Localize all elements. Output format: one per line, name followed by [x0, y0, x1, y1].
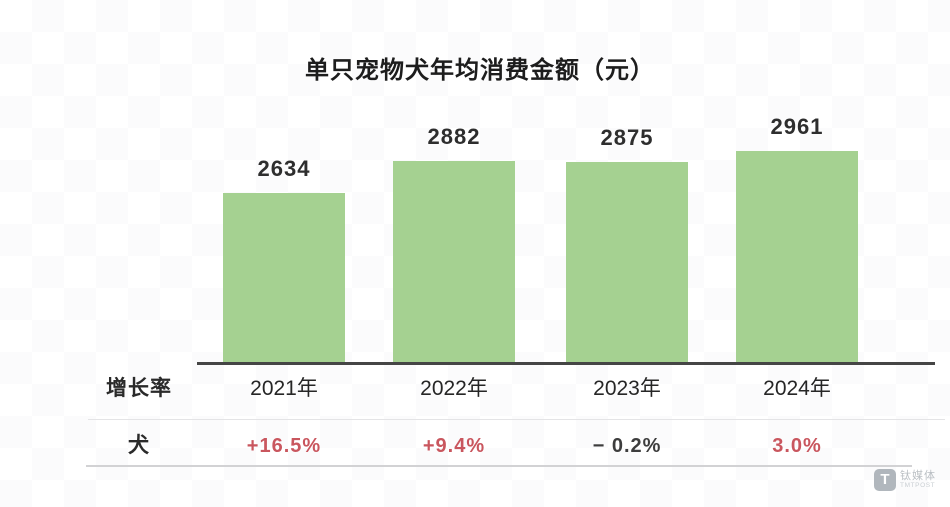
bar-2022: [393, 161, 515, 363]
growth-value-2024: 3.0%: [772, 435, 822, 457]
tmtpost-watermark: T 钛媒体 TMTPOST: [874, 469, 936, 491]
bar-2021: [223, 193, 345, 363]
bar-group-2022: 2882: [393, 124, 515, 363]
year-label-2023: 2023年: [593, 377, 661, 400]
growth-value-2022: +9.4%: [422, 435, 486, 457]
bar-group-2023: 2875: [566, 125, 688, 363]
year-label-2021: 2021年: [250, 377, 318, 400]
bar-group-2021: 2634: [223, 156, 345, 363]
bar-group-2024: 2961: [736, 114, 858, 363]
row-divider-light: [88, 419, 945, 420]
bar-2023: [566, 162, 688, 363]
bar-value-label: 2882: [427, 124, 481, 149]
watermark-text: 钛媒体 TMTPOST: [900, 470, 936, 490]
series-label-dog: 犬: [128, 434, 150, 457]
tmtpost-logo-icon: T: [874, 469, 896, 491]
year-label-2022: 2022年: [420, 377, 488, 400]
bar-value-label: 2634: [257, 156, 311, 181]
x-axis-baseline: [197, 362, 935, 365]
bar-value-label: 2875: [600, 125, 654, 150]
chart-title: 单只宠物犬年均消费金额（元）: [305, 57, 655, 84]
year-label-2024: 2024年: [763, 377, 831, 400]
growth-value-2023: − 0.2%: [592, 435, 662, 457]
growth-value-2021: +16.5%: [246, 435, 322, 457]
brand-name-cn: 钛媒体: [900, 470, 936, 482]
bar-2024: [736, 151, 858, 363]
bar-value-label: 2961: [770, 114, 824, 139]
brand-name-en: TMTPOST: [900, 482, 936, 489]
growth-rate-row-header: 增长率: [106, 377, 172, 400]
bottom-divider: [86, 465, 912, 467]
